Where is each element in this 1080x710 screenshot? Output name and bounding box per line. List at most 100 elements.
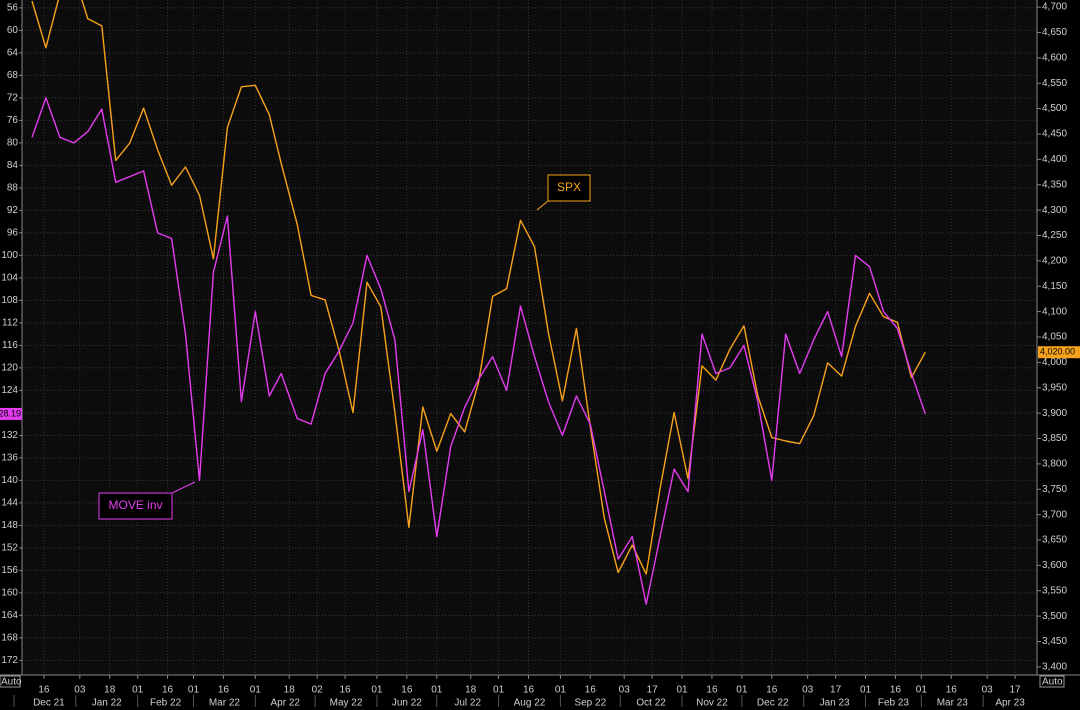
series-line [31,97,926,605]
x-tick-label: 01 [676,685,688,696]
x-tick-label: 17 [1010,685,1022,696]
scale-mode-box [0,675,21,688]
y-tick-label: 172 [1,655,18,666]
y2-tick-label: 3,900 [1042,408,1067,419]
x-month-label: Aug 22 [514,698,546,709]
x-tick-label: 16 [401,685,413,696]
y-tick-label: 104 [1,273,18,284]
x-tick-label: 17 [830,685,842,696]
x-month-label: Dec 22 [757,698,789,709]
x-tick-label: 16 [523,685,535,696]
x-tick-label: 01 [736,685,748,696]
x-month-label: Nov 22 [696,698,728,709]
last-value-label: 4,020.00 [1040,347,1075,357]
y-tick-label: 80 [7,138,19,149]
x-month-label: Dec 21 [33,698,65,709]
y2-tick-label: 4,100 [1042,306,1067,317]
x-tick-label: 01 [860,685,872,696]
y-tick-label: 56 [7,3,19,14]
legend-pointer [171,481,196,494]
y-tick-label: 84 [7,160,19,171]
y-tick-label: 148 [1,520,18,531]
y-tick-label: 136 [1,453,18,464]
y2-tick-label: 4,350 [1042,179,1067,190]
last-value-label: 128.19 [0,408,21,418]
x-tick-label: 03 [802,685,814,696]
x-tick-label: 03 [74,685,86,696]
y2-tick-label: 4,400 [1042,154,1067,165]
x-tick-label: 02 [312,685,324,696]
x-month-label: Mar 23 [937,698,969,709]
legend-box [98,492,173,520]
y-tick-label: 132 [1,430,18,441]
y-tick-label: 72 [7,93,19,104]
x-month-label: May 22 [330,698,363,709]
x-tick-label: 01 [188,685,200,696]
y2-tick-label: 4,550 [1042,78,1067,89]
x-tick-label: 16 [339,685,351,696]
y2-tick-label: 4,200 [1042,256,1067,267]
x-tick-label: 18 [104,685,116,696]
x-tick-label: 16 [706,685,718,696]
y-tick-label: 112 [2,318,18,329]
x-month-label: Oct 22 [636,698,666,709]
y2-tick-label: 4,050 [1042,332,1067,343]
x-tick-label: 01 [493,685,505,696]
y-tick-label: 152 [1,543,18,554]
last-value-box [0,407,22,420]
y2-tick-label: 4,250 [1042,230,1067,241]
x-tick-label: 16 [585,685,597,696]
x-tick-label: 01 [132,685,144,696]
y2-tick-label: 4,650 [1042,27,1067,38]
y-tick-label: 60 [7,25,19,36]
y-tick-label: 160 [1,588,18,599]
x-month-label: Jun 22 [392,698,422,709]
y2-tick-label: 3,950 [1042,382,1067,393]
x-month-label: Jan 22 [92,698,122,709]
x-tick-label: 16 [218,685,230,696]
y-tick-label: 100 [1,250,18,261]
x-month-label: Jul 22 [454,698,481,709]
x-tick-label: 01 [250,685,262,696]
x-tick-label: 01 [916,685,928,696]
y2-tick-label: 4,000 [1042,357,1067,368]
y2-tick-label: 3,450 [1042,636,1067,647]
y2-scale-mode: Auto [1042,677,1063,688]
y2-tick-label: 3,850 [1042,433,1067,444]
y-tick-label: 140 [1,475,18,486]
y-scale-mode: Auto [1,677,22,688]
y2-tick-label: 4,450 [1042,129,1067,140]
y2-tick-label: 4,500 [1042,103,1067,114]
y2-tick-label: 4,150 [1042,281,1067,292]
legend-pointer [536,200,549,211]
x-tick-label: 16 [946,685,958,696]
x-tick-label: 16 [162,685,174,696]
x-month-label: Apr 23 [995,698,1025,709]
y-tick-label: 108 [1,295,18,306]
x-tick-label: 01 [371,685,383,696]
y2-tick-label: 4,600 [1042,52,1067,63]
x-tick-label: 16 [38,685,50,696]
legend-label: MOVE inv [108,498,162,512]
y-tick-label: 92 [7,205,19,216]
x-tick-label: 01 [555,685,567,696]
y-tick-label: 168 [1,633,18,644]
y-tick-label: 68 [7,70,19,81]
y2-tick-label: 3,400 [1042,662,1067,673]
last-value-group: 128.19 [0,407,22,420]
x-month-label: Sep 22 [574,698,606,709]
x-month-label: Mar 22 [209,698,241,709]
x-month-label: Feb 22 [150,698,182,709]
x-tick-label: 03 [982,685,994,696]
y-tick-label: 164 [1,610,18,621]
y-tick-label: 144 [1,498,18,509]
y-tick-label: 116 [2,340,18,351]
x-tick-label: 18 [465,685,477,696]
y2-tick-label: 3,500 [1042,611,1067,622]
y2-tick-label: 4,700 [1042,2,1067,13]
y2-tick-label: 3,750 [1042,484,1067,495]
y-tick-label: 124 [1,385,18,396]
x-tick-label: 01 [431,685,443,696]
